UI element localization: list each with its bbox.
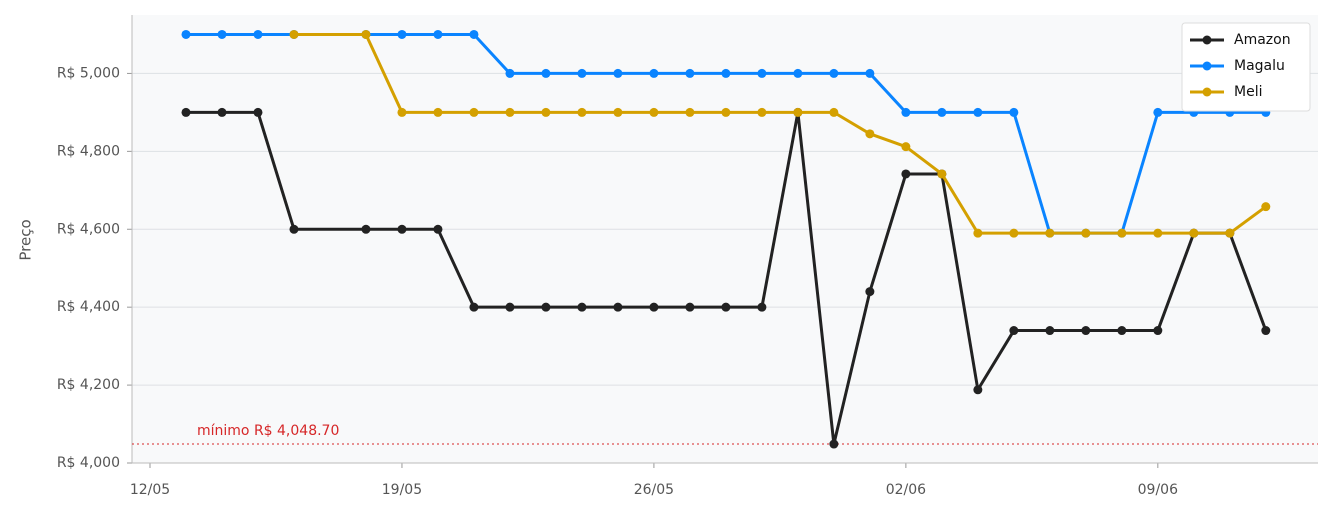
point [397,107,407,117]
x-tick-label: 02/06 [886,482,926,498]
legend-box [1181,22,1311,112]
point [577,68,587,78]
point [397,29,407,39]
point [1081,228,1091,238]
point [433,29,443,39]
point [649,302,659,312]
x-tick-label: 26/05 [634,482,674,498]
point [973,385,983,395]
point [541,68,551,78]
point [793,68,803,78]
point [1045,228,1055,238]
point [973,228,983,238]
point [865,68,875,78]
point [1009,228,1019,238]
point [361,29,371,39]
legend-marker [1202,61,1212,71]
point [469,302,479,312]
min-annotation: mínimo R$ 4,048.70 [197,423,339,439]
point [613,68,623,78]
y-tick-label: R$ 4,400 [57,299,120,315]
y-tick-label: R$ 4,800 [57,143,120,159]
point [217,107,227,117]
point [289,224,299,234]
point [433,107,443,117]
point [757,302,767,312]
y-axis-label: Preço [17,219,35,260]
point [973,107,983,117]
plot-background [132,15,1318,463]
point [721,107,731,117]
point [217,29,227,39]
point [937,169,947,179]
point [541,302,551,312]
point [685,302,695,312]
point [361,224,371,234]
point [721,68,731,78]
point [289,29,299,39]
series-line [185,110,1268,446]
y-tick-label: R$ 4,200 [57,377,120,393]
x-tick-label: 19/05 [382,482,422,498]
point [469,107,479,117]
point [253,107,263,117]
point [757,68,767,78]
point [1117,228,1127,238]
point [1189,228,1199,238]
point [613,302,623,312]
point [829,68,839,78]
point [505,302,515,312]
point [181,107,191,117]
point [829,107,839,117]
point [613,107,623,117]
point [1225,228,1235,238]
point [253,29,263,39]
point [901,107,911,117]
legend: Amazon Magalu Meli [1181,22,1311,112]
point [577,302,587,312]
point [397,224,407,234]
legend-label: Magalu [1234,58,1285,74]
point [1009,107,1019,117]
legend-label: Amazon [1234,32,1291,48]
point [469,29,479,39]
point [685,68,695,78]
point [1153,228,1163,238]
y-tick-label: R$ 4,600 [57,221,120,237]
point [577,107,587,117]
point [829,439,839,449]
legend-marker [1202,35,1212,45]
point [1153,326,1163,336]
point [433,224,443,234]
point [1261,202,1271,212]
point [1153,107,1163,117]
x-tick-label: 09/06 [1138,482,1178,498]
point [937,107,947,117]
point [901,142,911,152]
point [649,107,659,117]
point [181,29,191,39]
point [1081,326,1091,336]
point [505,107,515,117]
legend-marker [1202,87,1212,97]
point [721,302,731,312]
point [505,68,515,78]
point [685,107,695,117]
x-tick-label: 12/05 [130,482,170,498]
point [1261,326,1271,336]
point [865,287,875,297]
point [541,107,551,117]
point [1045,326,1055,336]
point [1009,326,1019,336]
legend-label: Meli [1234,84,1262,100]
point [757,107,767,117]
point [793,107,803,117]
y-tick-label: R$ 5,000 [57,65,120,81]
point [649,68,659,78]
point [901,169,911,179]
point [1117,326,1127,336]
y-tick-label: R$ 4,000 [57,455,120,471]
point [865,129,875,139]
